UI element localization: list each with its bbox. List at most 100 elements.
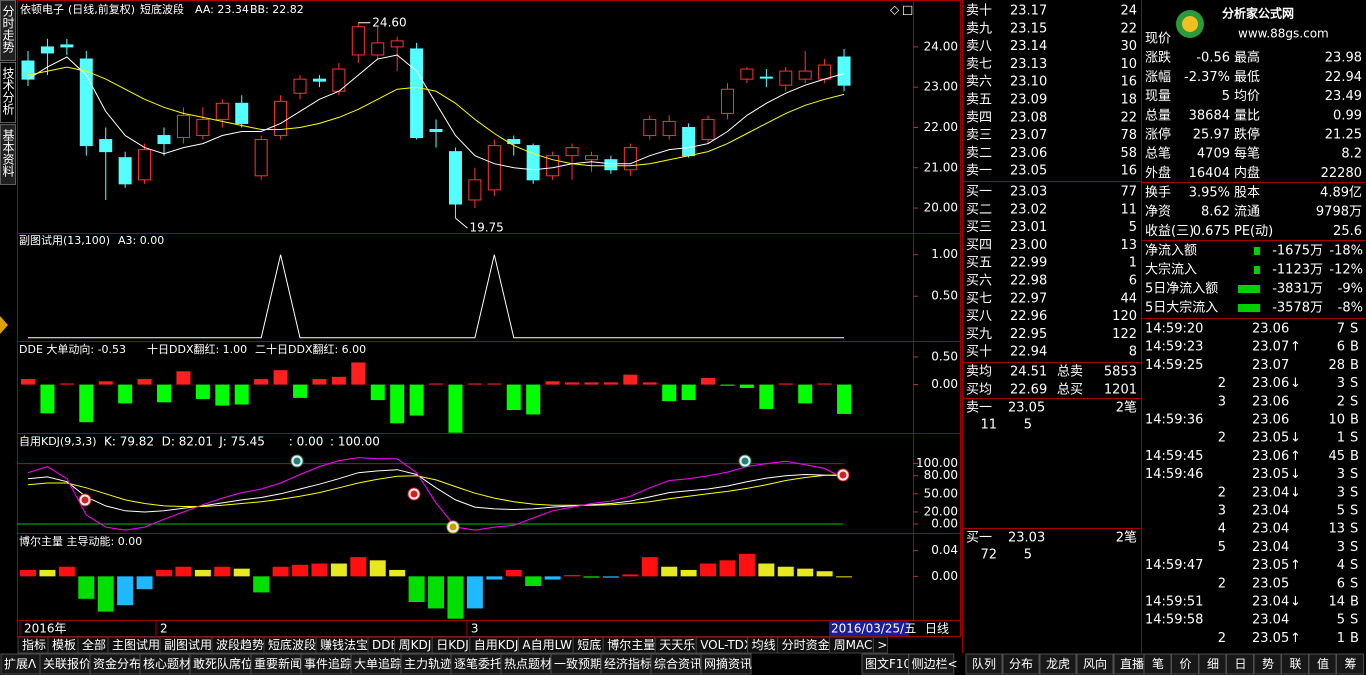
detail-tab-label[interactable]: 细 — [1207, 657, 1219, 671]
indicator-tab-label[interactable]: 模板 — [52, 638, 76, 652]
trade-price: 23.06 — [1252, 394, 1289, 409]
toolbar-label[interactable]: 大单追踪 — [354, 656, 402, 671]
indicator-tab-label[interactable]: DDE — [372, 638, 398, 652]
detail-tab-label[interactable]: 日 — [1235, 657, 1247, 671]
trade-arrow: ↑ — [1290, 340, 1301, 355]
indicator-tab-label[interactable]: VOL-TDX — [700, 638, 752, 652]
indicator-tab-label[interactable]: 均线 — [752, 638, 776, 652]
panel-tab-label[interactable]: 直播 — [1120, 657, 1144, 671]
toolbar-label[interactable]: 主力轨迹 — [404, 657, 452, 671]
toolbar-button[interactable] — [700, 653, 752, 675]
trade-price: 23.07 — [1252, 340, 1289, 355]
panel-tab-label[interactable]: 分布 — [1009, 657, 1033, 671]
y-tick-label: 0.00 — [931, 569, 958, 583]
side-tab-label[interactable]: 基本资料 — [1, 129, 15, 177]
trade-time: 14:59:58 — [1145, 613, 1203, 628]
panel-tab-label[interactable]: 龙虎 — [1046, 657, 1070, 671]
toolbar-label[interactable]: 逐笔委托 — [454, 656, 502, 671]
detail-tab-label[interactable]: 势 — [1262, 657, 1274, 671]
order-label: 买六 — [966, 274, 992, 289]
indicator-tab-label[interactable]: 自用KDJ — [474, 638, 519, 652]
indicator-tab-label[interactable]: 日KDJ — [436, 638, 469, 652]
toolbar-label[interactable]: 网摘资讯 — [704, 656, 752, 671]
dde-bar — [409, 384, 424, 416]
toolbar-label[interactable]: 敢死队席位 — [193, 656, 253, 671]
panel-tab[interactable] — [1039, 653, 1077, 675]
indicator-tab-label[interactable]: 全部 — [82, 637, 106, 652]
toolbar-label[interactable]: 图文F10 — [865, 656, 911, 671]
toolbar-label[interactable]: 重要新闻 — [254, 656, 302, 671]
trade-side: B — [1350, 413, 1359, 428]
detail-tab-label[interactable]: 价 — [1180, 657, 1192, 671]
side-tab[interactable] — [0, 62, 16, 123]
panel-tab[interactable] — [1076, 653, 1114, 675]
dde-bar — [312, 379, 327, 385]
indicator-tab-label[interactable]: 指标 — [22, 637, 46, 652]
trade-time: 2 — [1218, 376, 1226, 391]
low-label: 19.75 — [469, 221, 503, 235]
dde-bar — [759, 384, 774, 409]
indicator-tab-label[interactable]: 天天乐 — [659, 638, 695, 652]
toolbar-label[interactable]: 扩展Λ — [4, 657, 37, 671]
indicator-tab-label[interactable]: 周KDJ — [399, 638, 432, 652]
collapse-arrow[interactable] — [0, 316, 8, 334]
indicator-tab-label[interactable]: 主图试用 — [112, 637, 160, 652]
window-icon[interactable]: ◇ — [890, 3, 900, 17]
toolbar-label[interactable]: 侧边栏< — [912, 656, 958, 671]
frames — [17, 0, 1366, 653]
stat-value: 16404 — [1189, 166, 1230, 181]
order-price: 23.01 — [1010, 220, 1047, 235]
panel-tab[interactable] — [965, 653, 1003, 675]
indicator-tab[interactable] — [872, 636, 889, 654]
trade-price: 23.06 — [1252, 449, 1289, 464]
indicator-tab-label[interactable]: A自用LWR — [522, 638, 580, 652]
dde-bar — [506, 384, 521, 411]
detail-tab[interactable] — [1336, 653, 1364, 675]
toolbar-label[interactable]: 关联报价 — [43, 656, 91, 671]
side-tab-label[interactable]: 技术分析 — [1, 67, 15, 116]
flow-bar — [1254, 247, 1260, 255]
dde-bar — [642, 382, 657, 385]
panel-tab[interactable] — [1002, 653, 1040, 675]
side-tab[interactable] — [0, 0, 16, 61]
candle-body — [740, 68, 754, 80]
window-icon[interactable]: □ — [902, 3, 913, 17]
candle-body — [293, 78, 307, 94]
toolbar-label[interactable]: 核心题材 — [143, 657, 191, 671]
panel-title: 博尔主量 主导动能: 0.00 — [19, 534, 142, 548]
bor-bar — [486, 576, 503, 580]
panel-tab-label[interactable]: 风向 — [1083, 656, 1107, 671]
order-label: 卖八 — [966, 39, 992, 54]
toolbar-label[interactable]: 资金分布 — [93, 656, 141, 671]
indicator-tab-label[interactable]: 赚钱法宝 — [320, 637, 368, 652]
trade-price: 23.05 — [1252, 576, 1289, 591]
indicator-tab-label[interactable]: 短底波段 — [268, 637, 316, 652]
side-tab-label[interactable]: 分时走势 — [1, 5, 15, 53]
detail-tab-label[interactable]: 笔 — [1152, 656, 1164, 671]
toolbar-label[interactable]: 事件追踪 — [304, 656, 352, 671]
indicator-tab-label[interactable]: 短底 — [577, 637, 601, 652]
toolbar-label[interactable]: 一致预期 — [554, 657, 602, 671]
detail-tab-label[interactable]: 值 — [1317, 656, 1329, 671]
panel-tab-label[interactable]: 队列 — [972, 656, 996, 671]
indicator-tab-label[interactable]: 副图试用 — [164, 637, 212, 652]
toolbar-label[interactable]: 经济指标 — [604, 656, 652, 671]
detail-tab-label[interactable]: 联 — [1290, 657, 1302, 671]
toolbar-label[interactable]: 热点题材 — [504, 657, 552, 671]
indicator-tab-label[interactable]: 博尔主量 — [607, 637, 655, 652]
indicator-tab-label[interactable]: 周MACD — [834, 638, 882, 652]
queue-volume: 5 — [1024, 548, 1032, 563]
toolbar-button[interactable] — [908, 653, 955, 675]
y-tick-label: 50.00 — [924, 486, 958, 500]
side-tab[interactable] — [0, 124, 16, 185]
toolbar-label[interactable]: 综合资讯 — [654, 656, 702, 671]
trade-side: B — [1350, 449, 1359, 464]
y-tick-label: 20.00 — [924, 504, 958, 518]
indicator-tab-label[interactable]: 分时资金 — [782, 637, 830, 652]
detail-tab-label[interactable]: 筹 — [1345, 657, 1357, 671]
bor-bar — [117, 576, 134, 606]
indicator-tab-label[interactable]: > — [877, 638, 887, 652]
dde-bar — [59, 383, 74, 385]
trade-arrow: ↑ — [1290, 631, 1301, 646]
indicator-tab-label[interactable]: 波段趋势 — [216, 637, 264, 652]
